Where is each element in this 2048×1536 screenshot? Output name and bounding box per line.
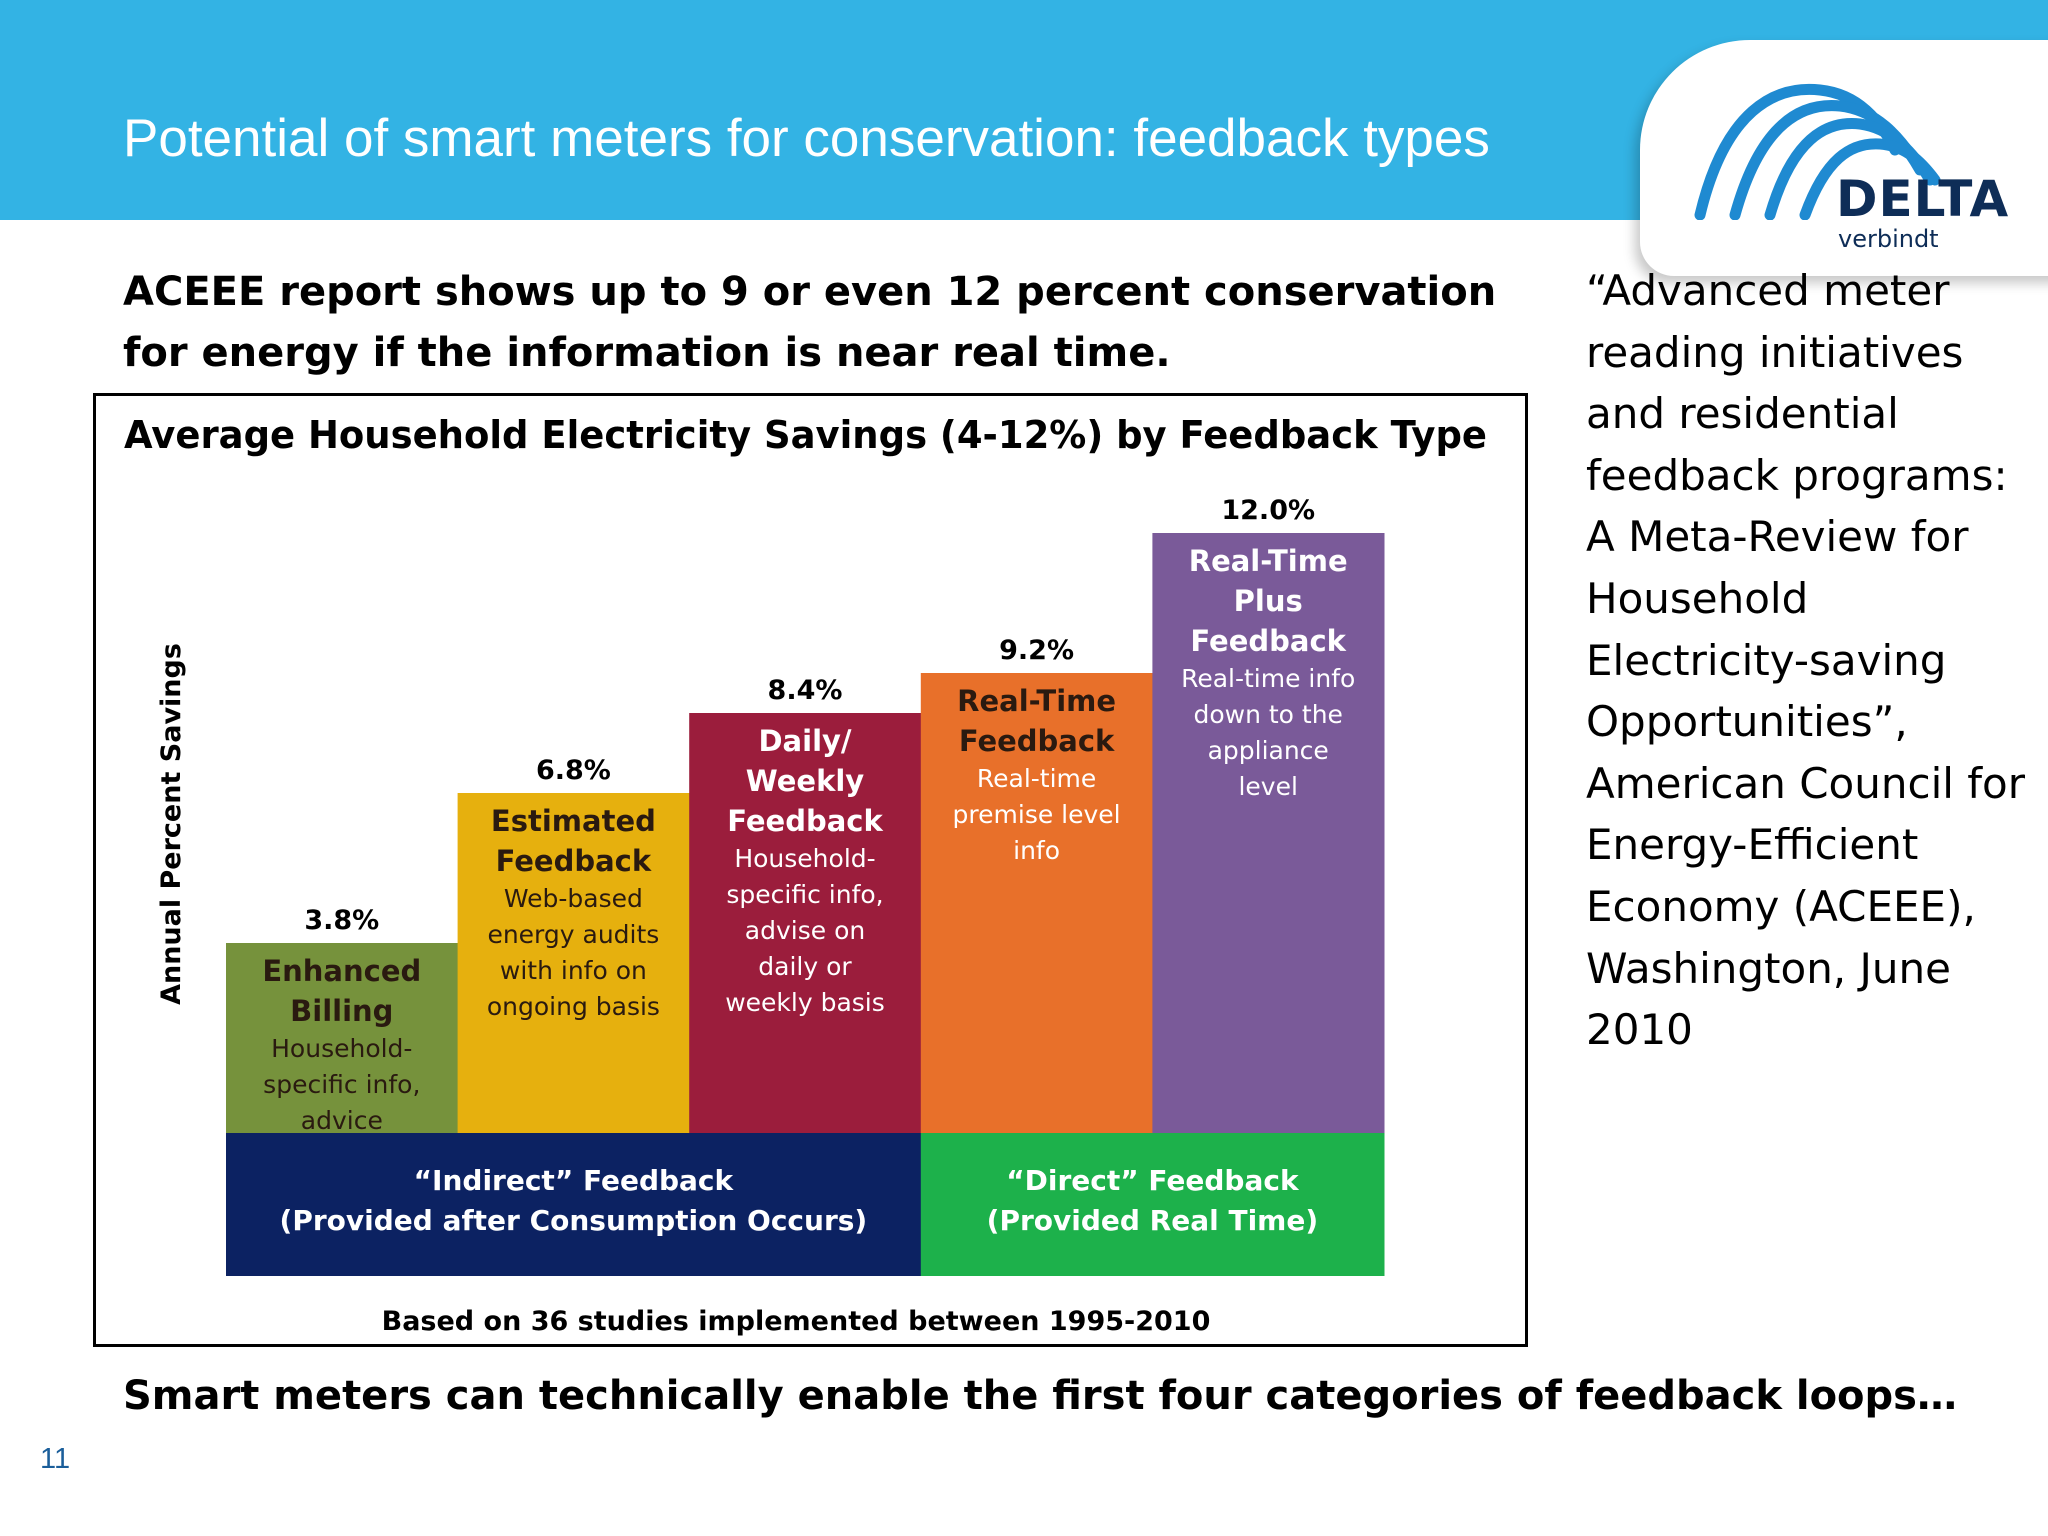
group-band-1 [226,1133,922,1276]
bar-desc-3-2: specific info, [726,880,883,909]
bar-desc-4-2: premise level [953,800,1121,829]
bar-desc-3-4: daily or [758,952,852,981]
bar-title-3-3: Feedback [727,804,883,838]
bar-desc-5-4: level [1238,772,1297,801]
bar-title-2-2: Feedback [496,844,652,878]
bar-1 [226,943,459,1133]
bar-desc-2-3: with info on [500,956,647,985]
chart-frame [93,393,1528,1347]
bar-5 [1152,533,1385,1133]
bar-value-label-5: 12.0% [1221,495,1315,526]
bar-value-label-1: 3.8% [304,905,379,936]
bar-title-2-1: Estimated [491,804,656,838]
bar-desc-2-1: Web-based [504,884,643,913]
bar-title-1-1: Enhanced [262,954,421,988]
bar-title-1-2: Billing [290,994,393,1028]
chart-footnote: Based on 36 studies implemented between … [382,1306,1211,1337]
bar-title-3-2: Weekly [746,764,865,798]
bar-title-5-2: Plus [1234,584,1303,618]
bar-title-5-1: Real-Time [1189,544,1348,578]
group-label-1-1: “Indirect” Feedback [414,1164,735,1197]
bar-value-label-3: 8.4% [768,675,843,706]
bar-desc-5-3: appliance [1208,736,1329,765]
logo-wordmark: DELTA [1836,170,2010,228]
bar-title-4-1: Real-Time [957,684,1116,718]
bar-desc-2-2: energy audits [487,920,659,949]
source-citation: “Advanced meter reading initiatives and … [1586,266,2026,1055]
bar-title-4-2: Feedback [959,724,1115,758]
savings-bar-chart: Average Household Electricity Savings (4… [124,413,1487,1337]
bar-desc-1-1: Household- [271,1034,412,1063]
slide-title: Potential of smart meters for conservati… [123,109,1490,168]
bar-value-label-4: 9.2% [999,635,1074,666]
y-axis-label: Annual Percent Savings [156,643,187,1005]
bar-value-label-2: 6.8% [536,755,611,786]
bar-2 [457,793,690,1133]
lead-statement: ACEEE report shows up to 9 or even 12 pe… [123,269,1497,376]
chart-title: Average Household Electricity Savings (4… [124,413,1487,457]
bar-desc-5-1: Real-time info [1181,664,1355,693]
bar-desc-3-3: advise on [745,916,865,945]
group-label-2-1: “Direct” Feedback [1006,1164,1300,1197]
bar-desc-2-4: ongoing basis [487,992,660,1021]
slide-number: 11 [40,1443,71,1475]
bar-desc-3-1: Household- [734,844,875,873]
group-label-1-2: (Provided after Consumption Occurs) [280,1204,868,1237]
bar-desc-5-2: down to the [1193,700,1342,729]
bar-desc-3-5: weekly basis [725,988,885,1017]
bar-desc-1-3: advice [301,1106,383,1135]
bar-desc-4-1: Real-time [977,764,1096,793]
bar-desc-4-3: info [1013,836,1060,865]
bar-title-5-3: Feedback [1190,624,1346,658]
bar-3 [689,713,922,1133]
conclusion-statement: Smart meters can technically enable the … [123,1373,1957,1419]
bar-desc-1-2: specific info, [263,1070,420,1099]
bar-4 [920,673,1153,1133]
logo-tagline: verbindt [1838,225,1939,253]
group-label-2-2: (Provided Real Time) [987,1204,1319,1237]
delta-arcs-logo-icon [1694,83,1941,220]
group-band-2 [920,1133,1385,1276]
bar-title-3-1: Daily/ [758,724,851,758]
